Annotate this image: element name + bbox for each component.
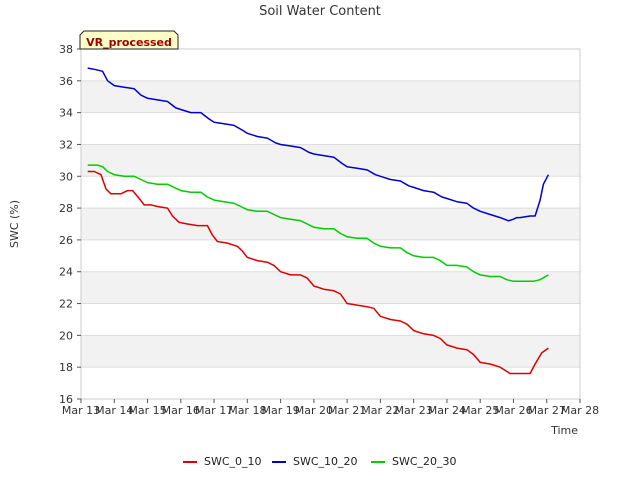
badge-label: VR_processed (86, 36, 172, 49)
grid-band (81, 271, 580, 304)
series-lines (87, 67, 550, 375)
grid-band (81, 144, 580, 177)
chart-title: Soil Water Content (259, 4, 381, 19)
y-tick-label: 18 (59, 361, 73, 374)
x-tick-label: Mar 28 (561, 404, 599, 417)
y-axis-label: SWC (%) (8, 200, 21, 248)
series-line-swc-0-10 (87, 170, 549, 375)
y-tick-label: 32 (59, 138, 73, 151)
y-tick-label: 20 (59, 329, 73, 342)
series-line-swc-10-20 (87, 67, 550, 222)
y-tick-label: 26 (59, 234, 73, 247)
legend: SWC_0_10 SWC_10_20 SWC_20_30 (183, 455, 457, 468)
y-tick-label: 24 (59, 266, 73, 279)
x-tick-label: Mar 15 (128, 404, 166, 417)
series-line-swc-20-30 (87, 164, 549, 283)
legend-label-swc-10-20: SWC_10_20 (293, 455, 358, 468)
x-tick-label: Mar 20 (295, 404, 333, 417)
legend-label-swc-20-30: SWC_20_30 (392, 455, 457, 468)
x-tick-label: Mar 14 (95, 404, 133, 417)
y-tick-label: 36 (59, 75, 73, 88)
grid-band (81, 208, 580, 240)
x-tick-label: Mar 26 (494, 404, 532, 417)
x-tick-label: Mar 19 (261, 404, 299, 417)
x-tick-label: Mar 24 (428, 404, 466, 417)
x-tick-label: Mar 21 (328, 404, 366, 417)
x-axis-label: Time (550, 424, 578, 437)
y-tick-label: 22 (59, 298, 73, 311)
legend-label-swc-0-10: SWC_0_10 (204, 455, 262, 468)
y-tick-label: 28 (59, 202, 73, 215)
vr-processed-badge: VR_processed (79, 30, 179, 50)
grid-bands (81, 48, 580, 400)
x-tick-label: Mar 13 (62, 404, 100, 417)
y-axis-ticks: 16 18 20 22 24 26 28 30 32 34 36 38 (59, 43, 81, 406)
x-tick-label: Mar 18 (228, 404, 266, 417)
y-tick-label: 34 (59, 107, 73, 120)
x-tick-label: Mar 23 (395, 404, 433, 417)
y-tick-label: 30 (59, 170, 73, 183)
grid-band (81, 335, 580, 368)
plot-frame (80, 48, 581, 400)
badge-shape (79, 30, 179, 50)
x-tick-label: Mar 22 (361, 404, 399, 417)
x-tick-label: Mar 25 (461, 404, 499, 417)
y-tick-label: 38 (59, 43, 73, 56)
y-tick-label: 16 (59, 393, 73, 406)
grid-band (81, 80, 580, 113)
x-tick-label: Mar 27 (528, 404, 566, 417)
x-tick-label: Mar 16 (162, 404, 200, 417)
x-tick-label: Mar 17 (195, 404, 233, 417)
